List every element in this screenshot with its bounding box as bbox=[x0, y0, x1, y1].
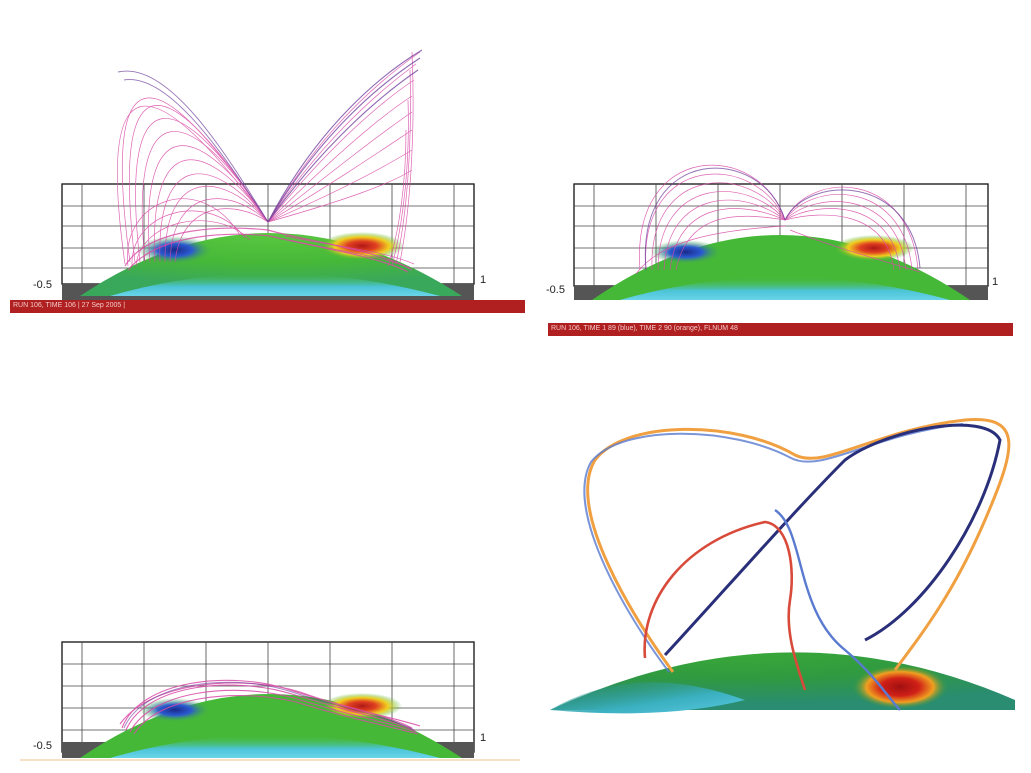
positive-polarity-patch bbox=[852, 665, 948, 709]
caption-bar: RUN 106, TIME 1 89 (blue), TIME 2 90 (or… bbox=[548, 323, 1013, 336]
red-line bbox=[643, 520, 807, 691]
panel-bottom-left: -0.5 1 bbox=[0, 620, 530, 773]
positive-polarity-patch bbox=[322, 693, 402, 719]
tick-label-right: 1 bbox=[992, 276, 999, 288]
field-line-render-1 bbox=[61, 49, 475, 300]
caption-bar: RUN 106, TIME 106 | 27 Sep 2005 | bbox=[10, 300, 525, 313]
tick-label-right: 1 bbox=[480, 274, 487, 286]
field-lines-left bbox=[116, 97, 269, 267]
positive-polarity-patch bbox=[834, 235, 914, 261]
positive-polarity-patch bbox=[320, 232, 404, 260]
navy-line bbox=[663, 423, 1002, 657]
field-lines-low bbox=[119, 679, 421, 735]
tall-loop-pair bbox=[583, 418, 1011, 673]
panel-top-right: -0.5 1 RUN 106, TIME 1 89 (blue), TIME 2… bbox=[540, 130, 1031, 350]
blue-line bbox=[774, 509, 901, 711]
tick-label-left: -0.5 bbox=[546, 284, 565, 296]
field-line-render-4 bbox=[550, 418, 1015, 714]
tick-label-left: -0.5 bbox=[33, 740, 52, 752]
negative-polarity-patch bbox=[139, 698, 211, 722]
field-line-render-2 bbox=[573, 164, 989, 300]
field-line-render-3 bbox=[20, 641, 520, 761]
panel-top-left: -0.5 1 RUN 106, TIME 106 | 27 Sep 2005 | bbox=[0, 0, 530, 340]
negative-polarity-patch bbox=[137, 236, 213, 264]
field-lines-right bbox=[784, 186, 921, 273]
tick-label-right: 1 bbox=[480, 732, 487, 744]
panel-bottom-right bbox=[545, 400, 1025, 740]
tick-label-left: -0.5 bbox=[33, 279, 52, 291]
